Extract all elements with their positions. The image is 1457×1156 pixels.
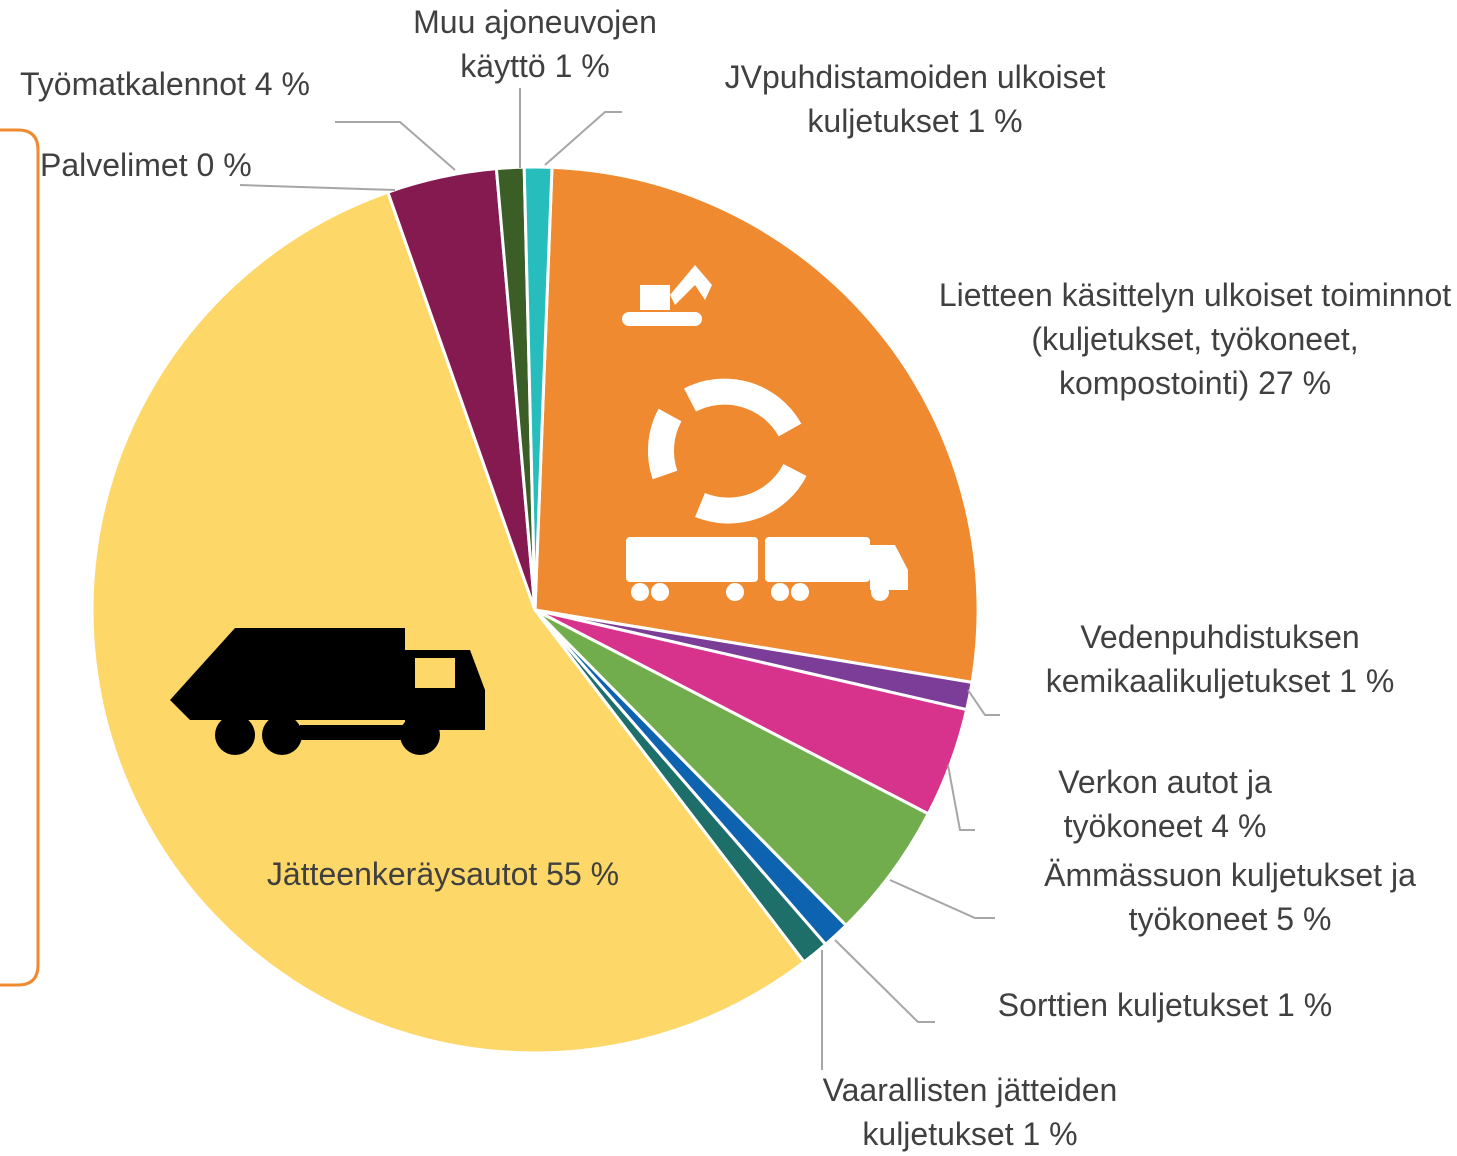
slice-label: Ämmässuon kuljetukset ja työkoneet 5 % [1000,853,1457,941]
slice-label: Sorttien kuljetukset 1 % [955,983,1375,1027]
slice-label: Jätteenkeräysautot 55 % [218,852,668,896]
value-label: 1 % [967,103,1022,139]
pie [92,167,978,1053]
value-label: 1 % [1022,1116,1077,1152]
slice-label: Verkon autot ja työkoneet 4 % [1035,760,1295,848]
category-label: Palvelimet [40,147,188,183]
value-label: 1 % [1277,987,1332,1023]
category-label: Jätteenkeräysautot [267,856,537,892]
category-label: Lietteen käsittelyn ulkoiset toiminnot (… [939,277,1451,401]
leader-line [890,880,995,918]
slice-label: Vedenpuhdistuksen kemikaalikuljetukset 1… [1000,615,1440,703]
slice-label: Lietteen käsittelyn ulkoiset toiminnot (… [935,273,1455,405]
category-label: Muu ajoneuvojen käyttö [413,4,657,84]
value-label: 27 % [1258,365,1331,401]
category-label: Vedenpuhdistuksen kemikaalikuljetukset [1046,619,1360,699]
category-label: Työmatkalennot [20,66,246,102]
value-label: 55 % [546,856,619,892]
page: Lietteen käsittelyn ulkoiset toiminnot (… [0,0,1457,1152]
category-label: Ämmässuon kuljetukset ja työkoneet [1044,857,1416,937]
leader-line [545,112,622,165]
slice-label: Työmatkalennot 4 % [20,62,420,106]
side-frame [0,130,38,985]
value-label: 4 % [255,66,310,102]
slice-label: Vaarallisten jätteiden kuljetukset 1 % [790,1068,1150,1156]
value-label: 4 % [1211,808,1266,844]
leader-line [968,690,1000,715]
value-label: 0 % [197,147,252,183]
value-label: 1 % [555,48,610,84]
leader-line [835,940,935,1022]
slice-label: JVpuhdistamoiden ulkoiset kuljetukset 1 … [675,55,1155,143]
category-label: Sorttien kuljetukset [998,987,1268,1023]
category-label: JVpuhdistamoiden ulkoiset kuljetukset [725,59,1106,139]
pie-slice [535,167,978,682]
slice-label: Palvelimet 0 % [40,143,440,187]
leader-line [948,765,975,830]
slice-label: Muu ajoneuvojen käyttö 1 % [385,0,685,88]
value-label: 5 % [1276,901,1331,937]
value-label: 1 % [1339,663,1394,699]
